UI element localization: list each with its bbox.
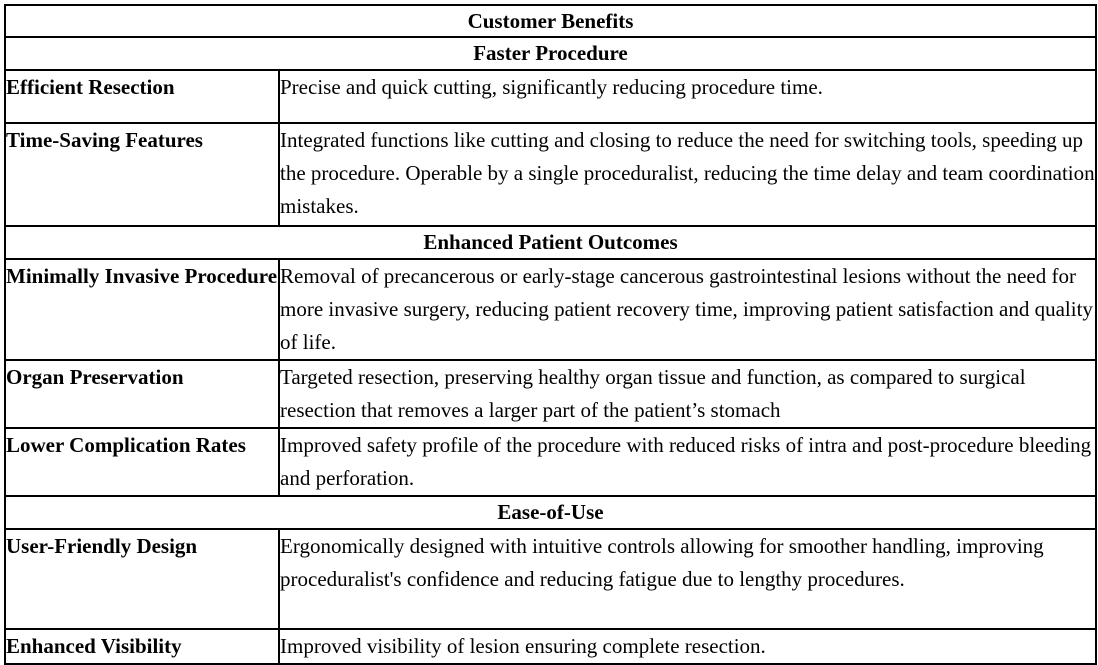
- table-row: Lower Complication Rates Improved safety…: [4, 427, 1097, 497]
- row-description: Precise and quick cutting, significantly…: [278, 69, 1097, 124]
- table-row: Time-Saving Features Integrated function…: [4, 122, 1097, 227]
- table-title: Customer Benefits: [4, 4, 1097, 38]
- row-label: Efficient Resection: [4, 69, 280, 124]
- section-header-row: Ease-of-Use: [4, 495, 1097, 530]
- title-row: Customer Benefits: [4, 4, 1097, 38]
- row-description: Improved safety profile of the procedure…: [278, 427, 1097, 497]
- table-row: Minimally Invasive Procedure Removal of …: [4, 258, 1097, 361]
- row-label: Time-Saving Features: [4, 122, 280, 227]
- section-heading-faster-procedure: Faster Procedure: [4, 36, 1097, 71]
- row-description: Targeted resection, preserving healthy o…: [278, 359, 1097, 429]
- row-description: Improved visibility of lesion ensuring c…: [278, 628, 1097, 665]
- row-description: Ergonomically designed with intuitive co…: [278, 528, 1097, 630]
- section-heading-ease-of-use: Ease-of-Use: [4, 495, 1097, 530]
- section-header-row: Faster Procedure: [4, 36, 1097, 71]
- row-label: User-Friendly Design: [4, 528, 280, 630]
- row-description: Integrated functions like cutting and cl…: [278, 122, 1097, 227]
- table-row: User-Friendly Design Ergonomically desig…: [4, 528, 1097, 630]
- table-row: Organ Preservation Targeted resection, p…: [4, 359, 1097, 429]
- table-row: Enhanced Visibility Improved visibility …: [4, 628, 1097, 665]
- customer-benefits-table: Customer Benefits Faster Procedure Effic…: [4, 4, 1097, 665]
- row-description: Removal of precancerous or early-stage c…: [278, 258, 1097, 361]
- table-row: Efficient Resection Precise and quick cu…: [4, 69, 1097, 124]
- row-label: Organ Preservation: [4, 359, 280, 429]
- row-label: Lower Complication Rates: [4, 427, 280, 497]
- section-header-row: Enhanced Patient Outcomes: [4, 225, 1097, 260]
- row-label: Minimally Invasive Procedure: [4, 258, 280, 361]
- section-heading-enhanced-patient-outcomes: Enhanced Patient Outcomes: [4, 225, 1097, 260]
- row-label: Enhanced Visibility: [4, 628, 280, 665]
